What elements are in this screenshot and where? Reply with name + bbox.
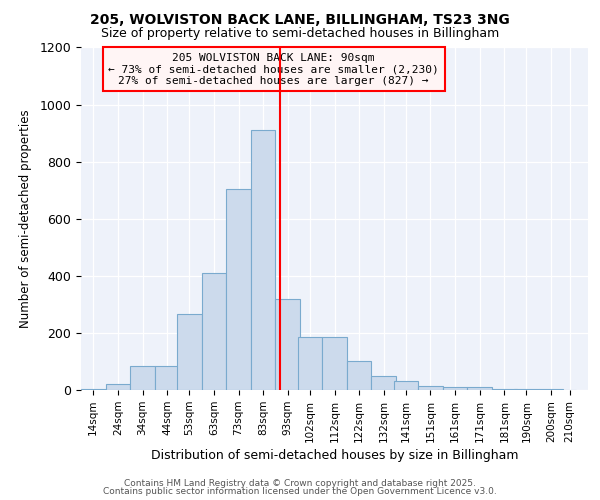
Bar — [226, 189, 251, 390]
Bar — [418, 386, 443, 390]
Bar — [155, 366, 179, 390]
Bar — [347, 362, 371, 390]
Text: Contains public sector information licensed under the Open Government Licence v3: Contains public sector information licen… — [103, 487, 497, 496]
Bar — [81, 388, 106, 390]
Bar — [130, 366, 155, 390]
Bar — [443, 387, 467, 390]
Bar — [322, 337, 347, 390]
Bar — [394, 382, 418, 390]
Bar — [202, 273, 226, 390]
Bar — [251, 130, 275, 390]
Text: 205, WOLVISTON BACK LANE, BILLINGHAM, TS23 3NG: 205, WOLVISTON BACK LANE, BILLINGHAM, TS… — [90, 12, 510, 26]
Text: 205 WOLVISTON BACK LANE: 90sqm
← 73% of semi-detached houses are smaller (2,230): 205 WOLVISTON BACK LANE: 90sqm ← 73% of … — [108, 52, 439, 86]
Bar — [106, 384, 130, 390]
Bar — [298, 337, 322, 390]
Bar — [467, 387, 492, 390]
Bar — [514, 389, 539, 390]
Bar — [275, 298, 300, 390]
Text: Contains HM Land Registry data © Crown copyright and database right 2025.: Contains HM Land Registry data © Crown c… — [124, 478, 476, 488]
Bar — [177, 314, 202, 390]
Bar — [371, 376, 396, 390]
Bar — [539, 389, 563, 390]
Y-axis label: Number of semi-detached properties: Number of semi-detached properties — [19, 110, 32, 328]
Text: Size of property relative to semi-detached houses in Billingham: Size of property relative to semi-detach… — [101, 28, 499, 40]
X-axis label: Distribution of semi-detached houses by size in Billingham: Distribution of semi-detached houses by … — [151, 449, 518, 462]
Bar — [492, 389, 517, 390]
